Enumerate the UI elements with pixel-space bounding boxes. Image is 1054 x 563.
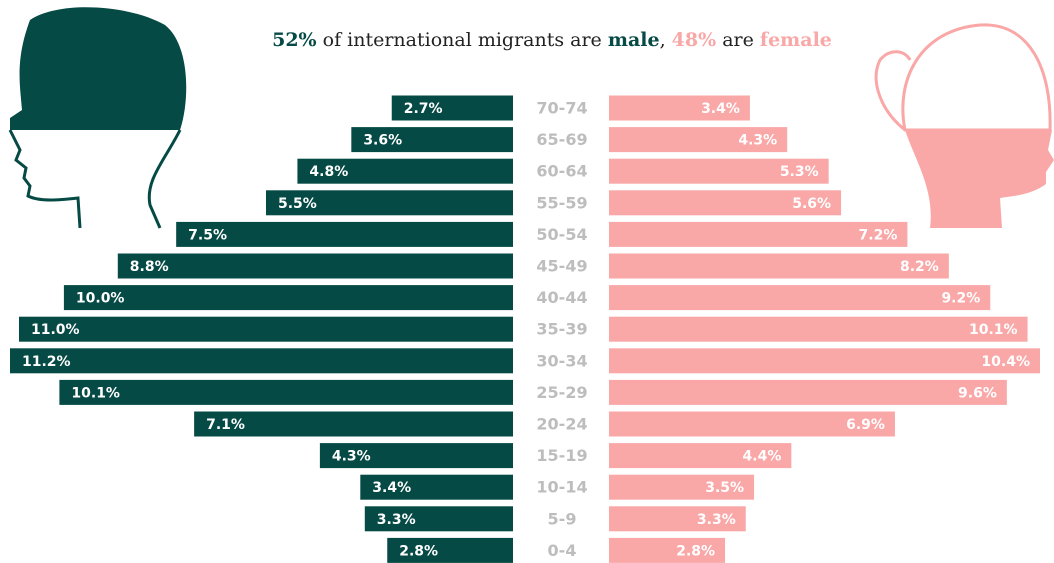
bar: [59, 380, 513, 405]
value-label: 4.8%: [309, 164, 348, 180]
title-part: of international migrants are: [317, 29, 608, 51]
value-label: 7.2%: [859, 227, 898, 243]
bar: [609, 254, 949, 279]
category-label: 30-34: [536, 351, 587, 370]
value-label: 10.4%: [981, 354, 1030, 370]
value-label: 5.3%: [780, 164, 819, 180]
bar: [19, 317, 513, 342]
female-head: [876, 25, 1054, 228]
category-label: 10-14: [536, 478, 587, 497]
value-label: 10.1%: [969, 322, 1018, 338]
value-label: 3.5%: [705, 480, 744, 496]
category-label: 5-9: [548, 509, 577, 528]
category-label: 70-74: [536, 99, 587, 118]
value-label: 5.6%: [792, 196, 831, 212]
chart-title: 52% of international migrants are male, …: [272, 29, 832, 51]
category-label: 50-54: [536, 225, 587, 244]
bar: [10, 348, 513, 373]
value-label: 8.8%: [130, 259, 169, 275]
category-label: 15-19: [536, 446, 587, 465]
title-part: 48%: [672, 29, 717, 51]
value-label: 3.6%: [363, 133, 402, 149]
category-label: 45-49: [536, 257, 587, 276]
value-label: 10.1%: [71, 385, 120, 401]
value-label: 2.8%: [399, 543, 438, 559]
value-label: 10.0%: [76, 291, 125, 307]
bar: [609, 348, 1040, 373]
value-label: 11.2%: [22, 354, 71, 370]
male-head: [10, 7, 186, 228]
bar: [609, 380, 1007, 405]
value-label: 4.3%: [332, 449, 371, 465]
bar: [609, 285, 990, 310]
category-label: 35-39: [536, 320, 587, 339]
value-label: 4.3%: [738, 133, 777, 149]
title-part: male: [608, 29, 660, 51]
category-label: 25-29: [536, 383, 587, 402]
bar: [64, 285, 513, 310]
category-label: 60-64: [536, 162, 587, 181]
value-label: 3.4%: [372, 480, 411, 496]
category-label: 40-44: [536, 288, 587, 307]
value-label: 3.3%: [697, 512, 736, 528]
value-label: 7.1%: [206, 417, 245, 433]
value-label: 7.5%: [188, 227, 227, 243]
category-label: 65-69: [536, 130, 587, 149]
category-label: 55-59: [536, 193, 587, 212]
title-part: ,: [660, 29, 672, 51]
category-label: 20-24: [536, 415, 587, 434]
value-label: 2.7%: [404, 101, 443, 117]
value-label: 4.4%: [743, 449, 782, 465]
value-label: 9.2%: [941, 291, 980, 307]
value-label: 5.5%: [278, 196, 317, 212]
title-part: are: [716, 29, 760, 51]
bar: [118, 254, 513, 279]
value-label: 6.9%: [846, 417, 885, 433]
value-label: 8.2%: [900, 259, 939, 275]
category-label: 0-4: [548, 541, 577, 560]
value-label: 9.6%: [958, 385, 997, 401]
value-label: 2.8%: [676, 543, 715, 559]
title-part: 52%: [272, 29, 317, 51]
value-label: 11.0%: [31, 322, 80, 338]
value-label: 3.4%: [701, 101, 740, 117]
title-part: female: [760, 29, 832, 51]
bar: [609, 317, 1028, 342]
chart: 52% of international migrants are male, …: [0, 0, 1054, 563]
value-label: 3.3%: [377, 512, 416, 528]
